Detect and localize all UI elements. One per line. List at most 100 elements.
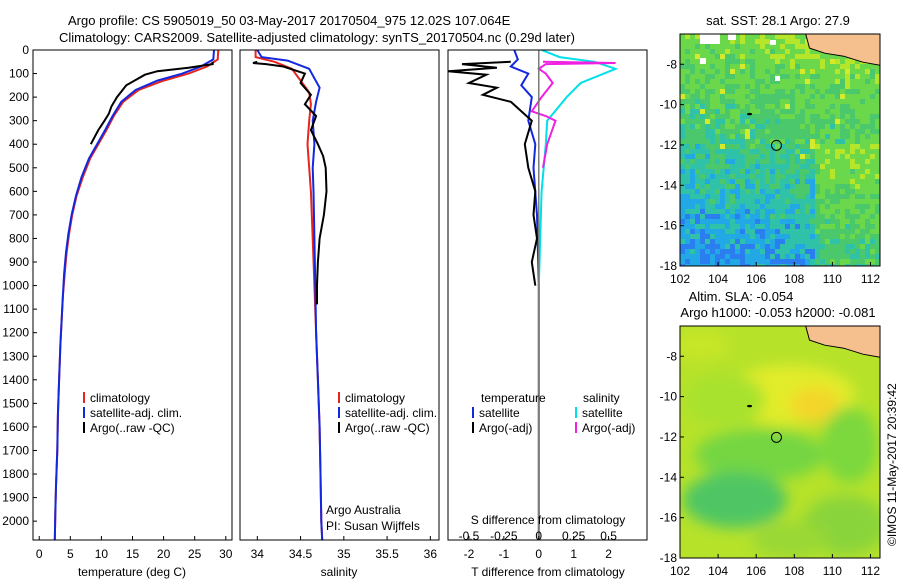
temperature-legend-label: satellite-adj. clim. <box>90 406 182 420</box>
s-difference-x-tick-label: -0.5 <box>459 529 480 543</box>
s-difference-xlabel: S difference from climatology <box>471 513 626 527</box>
salinity-legend-label: Argo(..raw -QC) <box>345 421 430 435</box>
temperature-x-tick-label: 0 <box>36 547 43 561</box>
difference-salinity-legend-label: Argo(-adj) <box>582 421 635 435</box>
sst-island <box>747 112 753 116</box>
map-lat-tick-label: -18 <box>660 551 678 565</box>
depth-tick-label: 800 <box>9 231 29 245</box>
difference-series <box>448 50 619 540</box>
depth-tick-label: 400 <box>9 137 29 151</box>
temperature-xlabel: temperature (deg C) <box>78 565 186 579</box>
salinity-legend-label: climatology <box>345 391 405 405</box>
salinity-profile-line-1 <box>256 50 324 540</box>
temperature-x-tick-label: 10 <box>95 547 109 561</box>
salinity-xlabel: salinity <box>321 565 358 579</box>
temperature-x-tick-label: 20 <box>157 547 171 561</box>
temperature-panel: 0 5 10 15 20 25 30 0 100 200 300 400 500 600 700 800 90… <box>2 43 232 579</box>
map-lon-tick-label: 112 <box>861 272 880 286</box>
depth-tick-label: 100 <box>9 67 29 81</box>
t-difference-x-tick-label: 1 <box>570 547 577 561</box>
figure-title-line2: Climatology: CARS2009. Satellite-adjuste… <box>59 30 575 45</box>
sla-map-frame <box>679 325 881 559</box>
map-lon-tick-label: 102 <box>670 272 690 286</box>
temperature-x-tick-label: 30 <box>219 547 233 561</box>
difference-legend: temperature salinitysatelliteArgo(-adj)sa… <box>472 391 635 435</box>
t-difference-x-tick-label: 0 <box>535 547 542 561</box>
s-difference-x-tick-label: 0 <box>535 529 542 543</box>
map-lat-tick-label: -10 <box>660 390 678 404</box>
map-lat-tick-label: -10 <box>660 98 678 112</box>
map-lon-tick-label: 106 <box>746 272 766 286</box>
t-difference-x-ticks: -2 -1 0 1 2 <box>464 536 612 561</box>
temperature-x-tick-label: 15 <box>126 547 140 561</box>
sla-map-title-line1: Altim. SLA: -0.054 <box>689 289 794 304</box>
t-difference-xlabel: T difference from climatology <box>471 565 625 579</box>
difference-panel: -2 -1 0 1 2 -0.5 -0.25 0 0.25 0.5 S difference f… <box>447 49 648 579</box>
difference-profile-line-3 <box>530 60 616 168</box>
sst-map-ticks: 102 104 106 108 110 112 -8 -10 -12 -14 -16 -18 <box>660 57 881 286</box>
map-lon-tick-label: 112 <box>861 564 880 578</box>
depth-tick-label: 1800 <box>2 467 29 481</box>
sla-map-ticks: 102 104 106 108 110 112 -8 -10 -12 -14 -16 -18 <box>660 349 881 578</box>
temperature-x-tick-label: 25 <box>188 547 202 561</box>
sst-map-frame <box>679 33 881 267</box>
map-lat-tick-label: -12 <box>660 430 678 444</box>
depth-tick-label: 1500 <box>2 396 29 410</box>
depth-tick-label: 1000 <box>2 279 29 293</box>
depth-tick-label: 900 <box>9 255 29 269</box>
map-lat-tick-label: -16 <box>660 219 678 233</box>
map-lon-tick-label: 110 <box>823 564 842 578</box>
salinity-panel: 34 34.5 35 35.5 36 salinity climatologysatel… <box>239 49 440 579</box>
annotation-pi: PI: Susan Wijffels <box>326 519 420 533</box>
map-lon-tick-label: 104 <box>708 564 728 578</box>
map-lon-tick-label: 108 <box>784 272 804 286</box>
difference-profile-line-0 <box>509 50 540 540</box>
map-lat-tick-label: -14 <box>660 470 678 484</box>
temperature-legend-label: Argo(..raw -QC) <box>90 421 175 435</box>
s-difference-x-ticks: -0.5 -0.25 0 0.25 0.5 <box>459 529 618 543</box>
temperature-profile-line-2 <box>89 61 214 145</box>
depth-tick-label: 1700 <box>2 443 29 457</box>
s-difference-x-tick-label: -0.25 <box>490 529 518 543</box>
temperature-profile-line-1 <box>53 50 215 540</box>
depth-tick-label: 1100 <box>3 302 29 316</box>
sla-map-field <box>680 329 880 558</box>
map-lon-tick-label: 110 <box>823 272 842 286</box>
depth-tick-label: 2000 <box>2 514 29 528</box>
temperature-x-ticks: 0 5 10 15 20 25 30 <box>36 536 233 561</box>
imos-credit: ©IMOS 11-May-2017 20:39:42 <box>885 383 899 546</box>
depth-tick-label: 0 <box>22 43 29 57</box>
sla-island <box>747 404 753 408</box>
salinity-x-tick-label: 36 <box>424 547 438 561</box>
temperature-legend-label: climatology <box>90 391 150 405</box>
temperature-profile-line-0 <box>53 50 220 540</box>
map-lon-tick-label: 102 <box>670 564 690 578</box>
depth-tick-label: 1400 <box>2 373 29 387</box>
depth-tick-label: 1600 <box>2 420 29 434</box>
sla-map-land <box>805 326 880 358</box>
map-lat-tick-label: -8 <box>666 349 677 363</box>
difference-salinity-legend-label: satellite <box>582 406 623 420</box>
depth-tick-label: 1300 <box>2 349 29 363</box>
sst-heatmap-cells <box>680 34 880 266</box>
sst-map-title: sat. SST: 28.1 Argo: 27.9 <box>706 13 850 28</box>
salinity-x-tick-label: 35 <box>337 547 351 561</box>
difference-profile-line-2 <box>537 50 619 540</box>
figure-title-line1: Argo profile: CS 5905019_50 03-May-2017 … <box>68 13 511 28</box>
salinity-series <box>252 50 328 540</box>
difference-legend-salinity-title: salinity <box>583 391 620 405</box>
difference-profile-line-1 <box>448 60 539 286</box>
annotation-argo-australia: Argo Australia <box>326 503 401 517</box>
depth-tick-label: 700 <box>9 208 29 222</box>
sst-argo-position-marker <box>770 139 782 151</box>
sst-map-panel: sat. SST: 28.1 Argo: 27.9 102 104 106 108 11… <box>660 13 881 286</box>
map-lon-tick-label: 108 <box>784 564 804 578</box>
map-lat-tick-label: -14 <box>660 178 678 192</box>
salinity-axes-frame <box>239 49 440 541</box>
depth-tick-label: 1900 <box>2 491 29 505</box>
temperature-series <box>53 50 220 540</box>
depth-tick-label: 200 <box>9 90 29 104</box>
sla-argo-position-marker <box>770 431 782 443</box>
